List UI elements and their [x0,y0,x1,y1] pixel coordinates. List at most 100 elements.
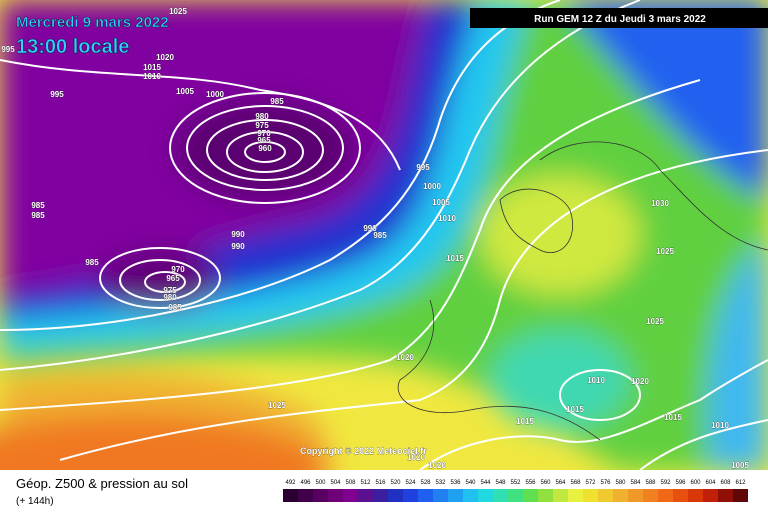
scale-swatch [583,489,598,502]
scale-label: 576 [600,480,611,486]
scale-label: 572 [585,480,596,486]
scale-swatch [718,489,733,502]
scale-swatch [598,489,613,502]
isobar-label: 985 [270,97,284,106]
isobar-label: 985 [31,211,45,220]
scale-swatch [388,489,403,502]
scale-swatch [283,489,298,502]
isobar-label: 985 [85,258,99,267]
scale-label: 540 [465,480,476,486]
scale-swatch [733,489,748,502]
isobar-label: 985 [168,303,182,312]
isobar-label: 1015 [516,417,534,426]
isobar-label: 1020 [396,353,414,362]
isobar-label: 995 [416,163,430,172]
isobar-label: 990 [231,230,245,239]
scale-swatch [643,489,658,502]
scale-label: 532 [435,480,446,486]
color-scale: 492 496 500 504 508 512 516 520 524 528 532 536 540 5… [283,480,748,502]
scale-label: 588 [645,480,656,486]
scale-label: 592 [660,480,671,486]
isobar-label: 960 [258,144,272,153]
scale-label: 608 [720,480,731,486]
scale-label: 528 [420,480,431,486]
scale-label: 612 [735,480,746,486]
isobar-label: 1020 [631,377,649,386]
scale-swatch [538,489,553,502]
isobar-label: 995 [50,90,64,99]
scale-label: 596 [675,480,686,486]
isobar-label: 990 [231,242,245,251]
isobar-label: 1020 [428,461,446,470]
isobars [0,0,768,461]
scale-swatch [628,489,643,502]
scale-label: 524 [405,480,416,486]
scale-label: 560 [540,480,551,486]
scale-swatch [403,489,418,502]
isobar-label: 970 [171,265,185,274]
run-banner [470,8,768,28]
isobar-label: 1020 [407,453,425,462]
scale-swatch [448,489,463,502]
date: Mercredi 9 mars 2022 [16,14,169,31]
coastlines [397,141,768,441]
scale-label: 556 [525,480,536,486]
scale-label: 544 [480,480,491,486]
scale-label: 548 [495,480,506,486]
local-time: 13:00 locale [16,36,129,58]
isobar-label: 1025 [169,7,187,16]
scale-swatch [658,489,673,502]
scale-swatch [343,489,358,502]
isobar-label: 1015 [143,63,161,72]
isobar-label: 1000 [423,182,441,191]
scale-swatch [553,489,568,502]
isobar-label: 1010 [587,376,605,385]
scale-label: 580 [615,480,626,486]
scale-label: 508 [345,480,356,486]
lead-time: (+ 144h) [16,496,54,507]
isobar-label: 980 [163,293,177,302]
copyright: Copyright © 2022 Meteociel.fr [300,446,427,456]
isobar-label: 975 [255,121,269,130]
isobar-label: 1030 [651,199,669,208]
isobar-label: 1010 [438,214,456,223]
run-info: Run GEM 12 Z du Jeudi 3 mars 2022 [534,14,706,25]
isobar-label: 980 [255,112,269,121]
scale-swatch [298,489,313,502]
scale-swatch [523,489,538,502]
scale-label: 552 [510,480,521,486]
scale-swatch [313,489,328,502]
scale-label: 584 [630,480,641,486]
scale-swatch [493,489,508,502]
isobar-label: 1010 [143,72,161,81]
scale-swatch [688,489,703,502]
isobar-label: 1005 [176,87,194,96]
scale-label: 516 [375,480,386,486]
isobar-label: 970 [257,129,271,138]
scale-label: 496 [300,480,311,486]
footer-title: Géop. Z500 & pression au sol [16,476,188,491]
isobar-label: 985 [373,231,387,240]
scale-swatch [673,489,688,502]
isobar-label: 1005 [432,198,450,207]
scale-label: 500 [315,480,326,486]
scale-swatch [703,489,718,502]
scale-label: 600 [690,480,701,486]
scale-label: 520 [390,480,401,486]
scale-swatch [358,489,373,502]
scale-label: 568 [570,480,581,486]
isobar-label: 965 [166,274,180,283]
scale-label: 504 [330,480,341,486]
isobar-label: 1015 [446,254,464,263]
scale-swatch [328,489,343,502]
isobar-label: 1025 [268,401,286,410]
isobar-label: 1025 [646,317,664,326]
isobar-label: 1010 [711,421,729,430]
scale-label: 492 [285,480,296,486]
isobar-label: 1005 [731,461,749,470]
isobar-label: 1020 [156,53,174,62]
scale-swatch [613,489,628,502]
